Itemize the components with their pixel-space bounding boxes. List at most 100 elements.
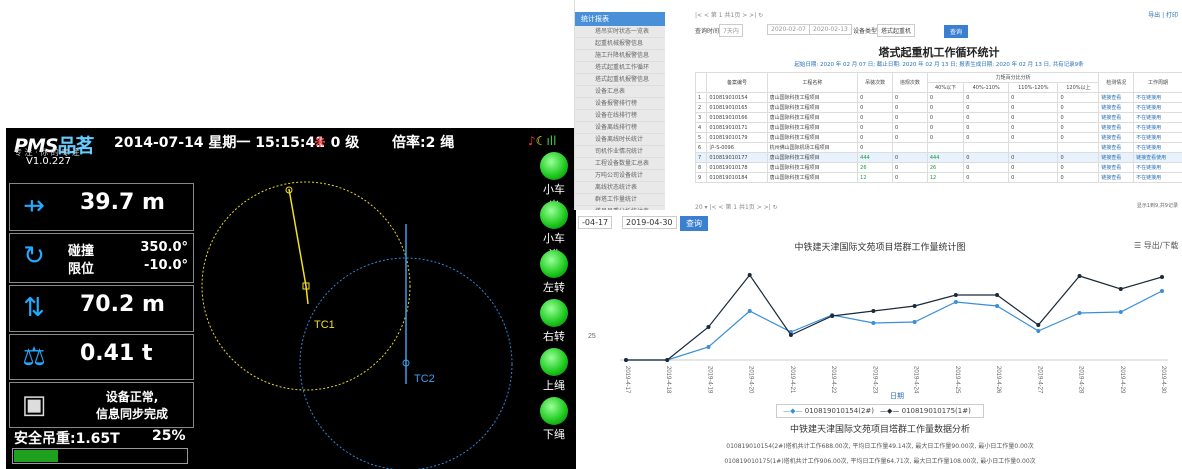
column-header: [694, 72, 708, 93]
sidebar-item[interactable]: 设备离线时长统计: [575, 134, 665, 146]
slew-icon: ↻: [23, 241, 45, 271]
series-1-point: [995, 304, 1000, 308]
table-cell: 唐山国际科技工程项目: [766, 112, 859, 123]
tc1-jib: [288, 188, 307, 287]
query-time-select[interactable]: 7天内: [719, 24, 743, 37]
menu-icon[interactable]: ☰: [1134, 241, 1142, 250]
table-cell[interactable]: 链接查看: [1098, 112, 1135, 123]
table-row[interactable]: 3 010819010166 唐山国际科技工程项目 0 0 0 0 0 0 链接查看 不在链接用: [694, 112, 1182, 123]
table-cell[interactable]: 不在链接用: [1133, 102, 1182, 113]
table-row[interactable]: 2 010819010165 唐山国际科技工程项目 0 0 0 0 0 0 链接查看 不在链接用: [694, 102, 1182, 113]
table-cell[interactable]: 链接查看: [1098, 152, 1135, 163]
x-tick-label: 2019-4-18: [665, 366, 671, 394]
sidebar-item[interactable]: 起重机械报警信息: [575, 38, 665, 50]
chart-legend: —◆— 010819010154(2#) —◆— 010819010175(1#): [578, 404, 1182, 418]
sidebar-item[interactable]: 塔式起重机工作循环: [575, 62, 665, 74]
table-cell[interactable]: 链接查看: [1098, 172, 1135, 183]
table-cell: 0: [1057, 172, 1100, 183]
end-date-input[interactable]: 2019-04-30: [622, 216, 677, 229]
table-cell: 0: [857, 122, 894, 133]
sidebar-item[interactable]: 群塔工作量统计: [575, 194, 665, 206]
sidebar-item[interactable]: 工程设备数量汇总表: [575, 158, 665, 170]
table-cell: 3: [694, 112, 708, 123]
table-cell[interactable]: 不在链接用: [1133, 132, 1182, 143]
table-cell: 444: [857, 152, 894, 163]
sidebar-item[interactable]: 离线状态统计表: [575, 182, 665, 194]
table-cell[interactable]: 链接查看: [1098, 162, 1135, 173]
x-tick-label: 2019-4-29: [1119, 366, 1125, 394]
table-cell[interactable]: 不在链接用: [1133, 122, 1182, 133]
sidebar-item[interactable]: 塔吊吊重分析统计表: [575, 206, 665, 210]
sidebar-item[interactable]: 设备报警排行榜: [575, 98, 665, 110]
sidebar-item[interactable]: 设备汇总表: [575, 86, 665, 98]
legend-item[interactable]: —◆— 010819010154(2#): [783, 407, 874, 415]
tc2-label: TC2: [414, 373, 435, 385]
chart-query-button[interactable]: 查询: [680, 216, 708, 231]
chart-menu[interactable]: ☰ 导出/下载: [1134, 240, 1178, 251]
collision-row: 碰撞 350.0°: [68, 240, 192, 259]
workload-line-chart: 25 2019-4-17 2019-4-18 2019-4-19 2019-4-20 20…: [588, 273, 1168, 400]
table-row[interactable]: 7 010819010177 唐山国际科技工程项目 444 0 444 0 0 0 链接查看 链接查…: [694, 152, 1182, 163]
sidebar-item[interactable]: 司机作业情况统计: [575, 146, 665, 158]
slew-panel: ↻ 碰撞 350.0° 限位 -10.0°: [9, 233, 194, 283]
series-1-point: [1077, 311, 1082, 315]
table-cell[interactable]: 链接查看: [1098, 132, 1135, 143]
load-progress-fill: [14, 450, 58, 462]
table-cell[interactable]: 不在链接用: [1133, 92, 1182, 103]
chart-menu-label[interactable]: 导出/下载: [1143, 241, 1179, 250]
sidebar-item[interactable]: 施工升降机报警信息: [575, 50, 665, 62]
tc2-range-circle: [299, 257, 513, 469]
start-date-input[interactable]: -04-17: [578, 216, 613, 229]
legend-label: 010819010175(1#): [901, 407, 971, 415]
table-cell[interactable]: 不在链接用: [1133, 112, 1182, 123]
table-cell: 0: [857, 102, 894, 113]
query-button[interactable]: 查询: [944, 25, 969, 38]
device-icon: ▣: [21, 390, 47, 420]
table-row[interactable]: 1 010819010154 唐山国际科技工程项目 0 0 0 0 0 0 链接查看 不在链接用: [694, 92, 1182, 103]
height-icon: ⇅: [23, 293, 45, 323]
date-to-input[interactable]: 2020-02-13: [809, 24, 852, 35]
report-title: 塔式起重机工作循环统计: [878, 46, 1000, 59]
table-cell: 0: [892, 172, 928, 183]
table-cell: 0: [926, 112, 965, 123]
radius-value: 39.7 m: [80, 190, 165, 215]
weight-icon: ⚖: [22, 342, 46, 372]
datetime-display: 2014-07-14 星期一 15:15:41: [114, 135, 325, 151]
sidebar-item[interactable]: 设备在线排行榜: [575, 110, 665, 122]
table-cell: 0: [857, 112, 894, 123]
pager-bottom[interactable]: 20 ▾ |< < 第 1 共1页 > >| ↻: [695, 204, 778, 210]
pager-top[interactable]: |< < 第 1 共1页 > >| ↻: [695, 12, 764, 19]
table-row[interactable]: 9 010819010184 唐山国际科技工程项目 12 0 12 0 0 0 链接查看 不在链接用: [694, 172, 1182, 183]
logo-brand: 品茗: [57, 135, 95, 157]
height-panel: ⇅ 70.2 m: [9, 285, 194, 332]
table-cell: 0: [892, 102, 928, 113]
table-cell: 0: [857, 132, 894, 143]
sidebar-item[interactable]: 设备离线排行榜: [575, 122, 665, 134]
indicator-lamp: [540, 250, 568, 278]
table-cell[interactable]: 链接查看: [1098, 122, 1135, 133]
table-cell[interactable]: 链接查看使用: [1133, 152, 1182, 163]
table-row[interactable]: 6 沪-S-0096 杭州佛山国际机场工程项目 0 链接查看 不在链接用: [694, 142, 1182, 153]
table-cell[interactable]: 链接查看: [1098, 142, 1135, 153]
table-cell[interactable]: 链接查看: [1098, 102, 1135, 113]
table-cell[interactable]: 不在链接用: [1133, 162, 1182, 173]
table-row[interactable]: 5 010819010179 唐山国际科技工程项目 0 0 0 0 0 0 链接查看 不在链接用: [694, 132, 1182, 143]
table-cell[interactable]: 链接查看: [1098, 92, 1135, 103]
sidebar-item[interactable]: 塔式起重机报警信息: [575, 74, 665, 86]
device-type-select[interactable]: 塔式起重机: [877, 24, 916, 37]
table-cell[interactable]: 不在链接用: [1133, 172, 1182, 183]
table-row[interactable]: 8 010819010178 唐山国际科技工程项目 26 0 26 0 0 0 链接查看 不在链接用: [694, 162, 1182, 173]
export-print-button[interactable]: 导出 | 打印: [1148, 12, 1178, 19]
column-header: 工程名称: [766, 72, 859, 93]
load-panel: ⚖ 0.41 t: [9, 334, 194, 380]
table-cell: 0: [892, 162, 928, 173]
table-cell: [1057, 142, 1100, 153]
legend-item[interactable]: —◆— 010819010175(1#): [880, 407, 971, 415]
table-cell[interactable]: 不在链接用: [1133, 142, 1182, 153]
table-cell: 010819010177: [706, 152, 768, 163]
table-row[interactable]: 4 010819010171 唐山国际科技工程项目 0 0 0 0 0 0 链接查看 不在链接用: [694, 122, 1182, 133]
sidebar-item[interactable]: 万吨公司设备统计: [575, 170, 665, 182]
date-from-input[interactable]: 2020-02-07: [767, 24, 810, 35]
sidebar-item[interactable]: 塔吊实时状态一览表: [575, 26, 665, 38]
